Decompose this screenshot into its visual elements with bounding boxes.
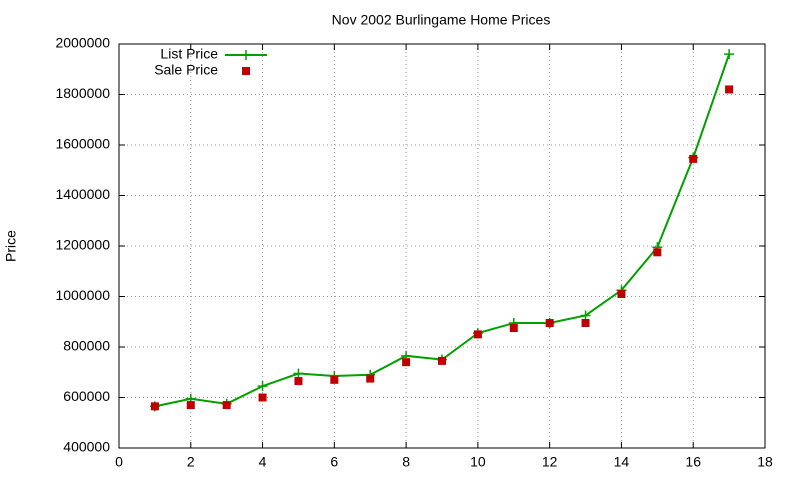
y-tick-label: 400000 xyxy=(63,439,110,455)
point-marker xyxy=(653,248,662,257)
point-marker xyxy=(580,310,591,321)
point-marker xyxy=(186,401,195,410)
point-marker xyxy=(725,85,734,94)
point-marker xyxy=(473,330,482,339)
chart-title: Nov 2002 Burlingame Home Prices xyxy=(332,12,551,28)
legend-label: Sale Price xyxy=(154,62,218,78)
point-marker xyxy=(545,319,554,328)
point-marker xyxy=(222,401,231,410)
x-tick-label: 8 xyxy=(402,454,410,470)
x-tick-label: 2 xyxy=(187,454,195,470)
point-marker xyxy=(366,374,375,383)
y-tick-label: 800000 xyxy=(63,338,110,354)
x-tick-label: 14 xyxy=(614,454,630,470)
point-marker xyxy=(617,289,626,298)
y-tick-label: 2000000 xyxy=(55,35,110,51)
point-marker xyxy=(150,402,159,411)
point-marker xyxy=(581,319,590,328)
plot-frame xyxy=(118,43,766,449)
y-tick-label: 600000 xyxy=(63,388,110,404)
point-marker xyxy=(689,154,698,163)
point-marker xyxy=(294,377,303,386)
legend-label: List Price xyxy=(160,46,218,62)
point-marker xyxy=(330,375,339,384)
x-tick-label: 18 xyxy=(757,454,773,470)
point-marker xyxy=(293,368,304,379)
y-axis-label: Price xyxy=(3,230,19,262)
y-tick-label: 1800000 xyxy=(55,85,110,101)
series-line xyxy=(154,53,731,408)
point-marker xyxy=(509,324,518,333)
point-marker xyxy=(438,356,446,365)
x-tick-label: 12 xyxy=(542,454,558,470)
x-tick-label: 16 xyxy=(685,454,701,470)
x-tick-label: 10 xyxy=(470,454,486,470)
y-tick-label: 1000000 xyxy=(55,287,110,303)
y-tick-label: 1600000 xyxy=(55,136,110,152)
x-tick-label: 6 xyxy=(330,454,338,470)
x-tick-label: 4 xyxy=(259,454,267,470)
y-tick-label: 1400000 xyxy=(55,186,110,202)
point-marker xyxy=(724,49,735,60)
point-marker xyxy=(258,393,267,402)
point-marker xyxy=(257,381,268,392)
y-tick-label: 1200000 xyxy=(55,237,110,253)
legend-marker xyxy=(241,50,251,60)
legend-marker xyxy=(242,67,250,75)
point-marker xyxy=(402,358,411,367)
x-tick-label: 0 xyxy=(115,454,123,470)
